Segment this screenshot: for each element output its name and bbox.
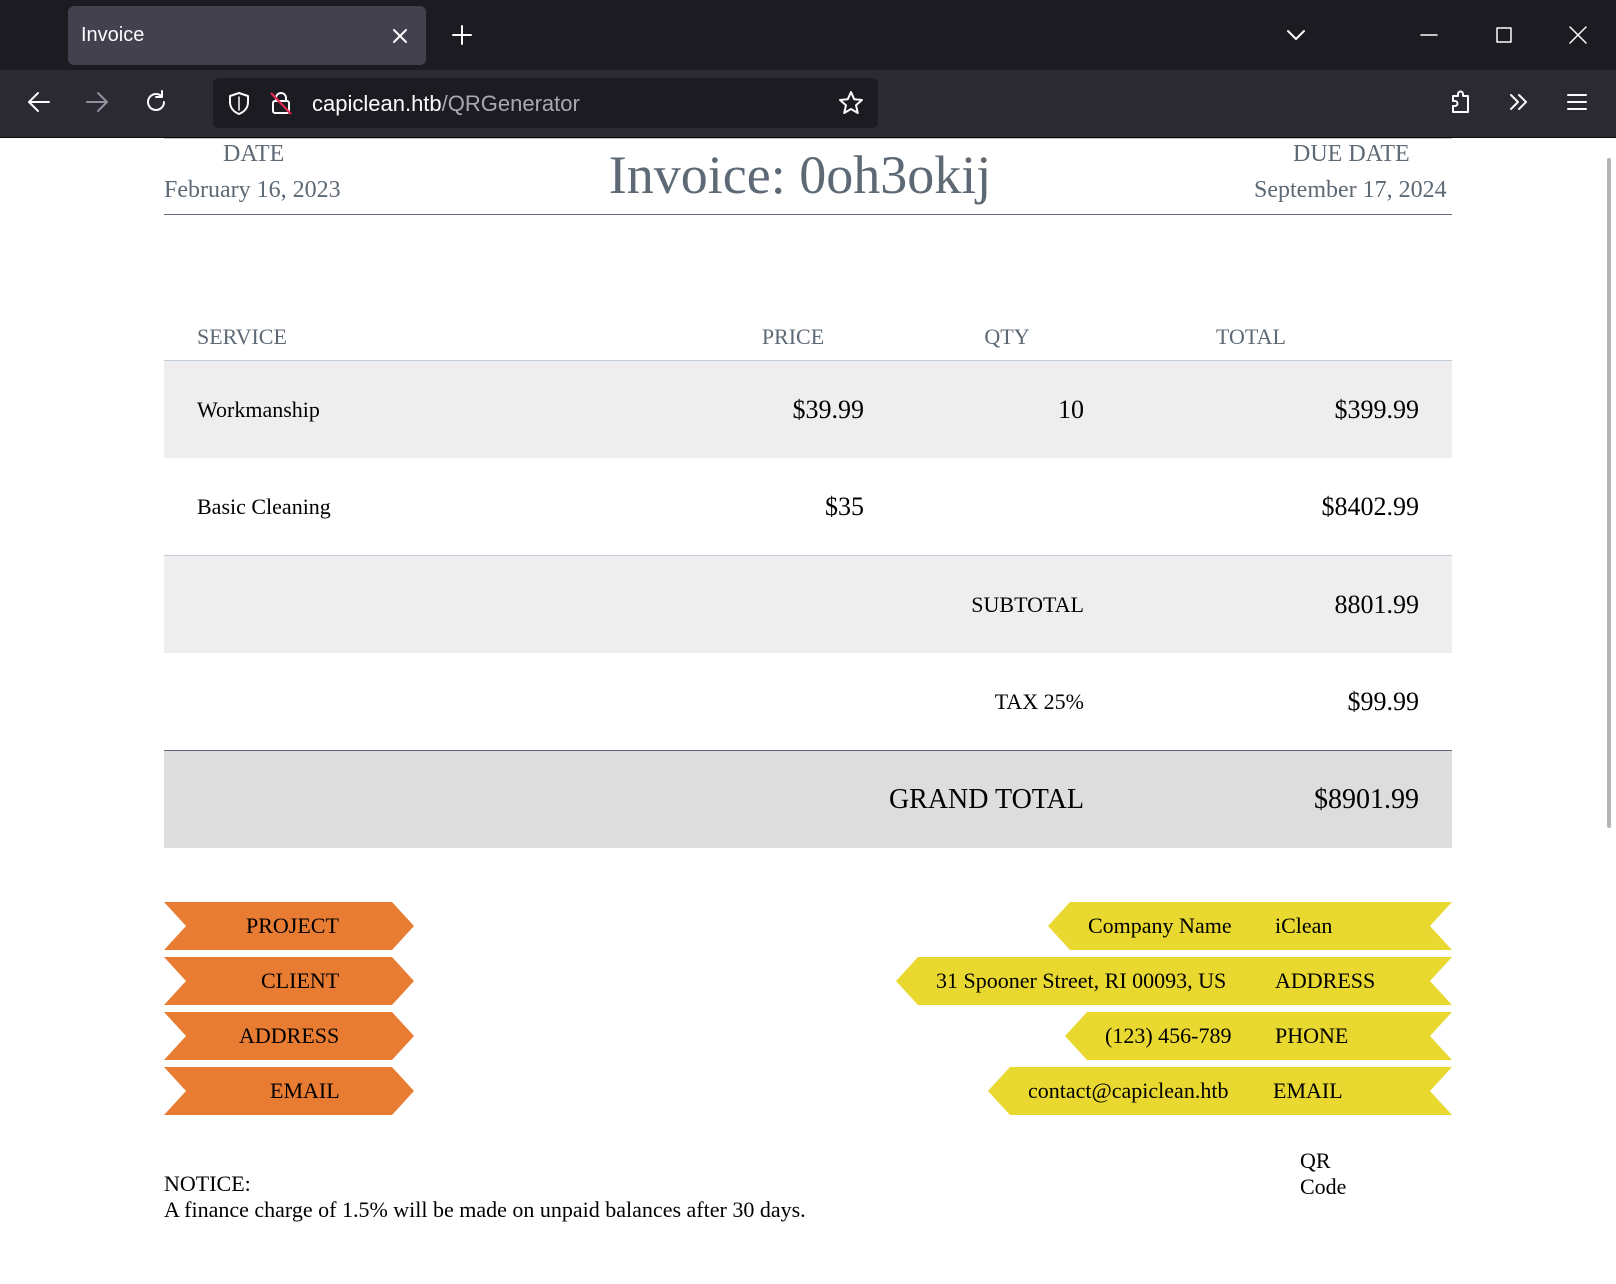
table-header-row: SERVICE PRICE QTY TOTAL xyxy=(164,314,1452,361)
url-host: capiclean.htb xyxy=(312,91,442,116)
tax-row: TAX 25% $99.99 xyxy=(164,653,1452,751)
qty-cell xyxy=(897,458,1117,556)
insecure-lock-icon[interactable] xyxy=(268,90,294,116)
tax-value: $99.99 xyxy=(1347,686,1420,716)
table-row: Basic Cleaning $35 $8402.99 xyxy=(164,458,1452,556)
column-header-price: PRICE xyxy=(689,314,897,361)
grand-total-label: GRAND TOTAL xyxy=(164,750,1117,848)
company-name-label: Company Name xyxy=(1088,913,1232,938)
grand-total-value: $8901.99 xyxy=(1117,750,1452,848)
page-content: DATE February 16, 2023 Invoice: 0oh3okij… xyxy=(0,138,1616,1284)
due-date-value: September 17, 2024 xyxy=(1254,177,1447,203)
url-text[interactable]: capiclean.htb/QRGenerator xyxy=(312,91,580,117)
address-label: ADDRESS xyxy=(239,1023,340,1048)
client-label: CLIENT xyxy=(261,968,340,993)
company-email-label: EMAIL xyxy=(1273,1078,1343,1103)
project-ribbon: PROJECT xyxy=(164,902,414,950)
notice-text: A finance charge of 1.5% will be made on… xyxy=(164,1197,806,1222)
company-phone-value: (123) 456-789 xyxy=(1105,1023,1232,1048)
service-cell: Workmanship xyxy=(164,360,689,458)
scrollbar[interactable] xyxy=(1607,158,1611,828)
bookmark-star-icon[interactable] xyxy=(838,90,864,116)
address-ribbon: ADDRESS xyxy=(164,1012,414,1060)
column-header-total: TOTAL xyxy=(1117,314,1452,361)
subtotal-row: SUBTOTAL 8801.99 xyxy=(164,555,1452,653)
tax-label: TAX 25% xyxy=(994,688,1084,714)
new-tab-icon[interactable] xyxy=(450,23,474,47)
minimize-icon[interactable] xyxy=(1416,22,1442,48)
company-phone-label: PHONE xyxy=(1275,1023,1349,1048)
due-date-label: DUE DATE xyxy=(1293,141,1410,167)
subtotal-label: SUBTOTAL xyxy=(164,555,1117,653)
extensions-icon[interactable] xyxy=(1447,88,1475,116)
company-email-ribbon: contact@capiclean.htb EMAIL xyxy=(988,1067,1452,1115)
navigation-bar: capiclean.htb/QRGenerator xyxy=(0,70,1616,138)
company-address-value: 31 Spooner Street, RI 00093, US xyxy=(936,968,1227,993)
client-ribbon: CLIENT xyxy=(164,957,414,1005)
company-address-label: ADDRESS xyxy=(1275,968,1376,993)
qr-line-1: QR xyxy=(1300,1148,1331,1173)
overflow-menu-icon[interactable] xyxy=(1505,88,1533,116)
close-tab-icon[interactable] xyxy=(388,24,412,48)
company-name-ribbon: Company Name iClean xyxy=(1048,902,1452,950)
company-address-ribbon: 31 Spooner Street, RI 00093, US ADDRESS xyxy=(896,957,1452,1005)
column-header-service: SERVICE xyxy=(164,314,689,361)
url-path: /QRGenerator xyxy=(441,91,580,116)
price-cell: $39.99 xyxy=(689,360,897,458)
total-cell: $399.99 xyxy=(1117,360,1452,458)
header-top-divider xyxy=(164,138,1452,139)
shield-icon[interactable] xyxy=(226,90,252,116)
list-tabs-icon[interactable] xyxy=(1283,22,1309,48)
tab-title: Invoice xyxy=(81,24,145,46)
column-header-qty: QTY xyxy=(897,314,1117,361)
date-label: DATE xyxy=(223,141,285,167)
qty-cell: 10 xyxy=(897,360,1117,458)
notice-title: NOTICE: xyxy=(164,1171,251,1196)
reload-icon[interactable] xyxy=(142,88,170,116)
tab-bar: Invoice xyxy=(0,0,1616,70)
maximize-icon[interactable] xyxy=(1491,22,1517,48)
service-cell: Basic Cleaning xyxy=(197,493,331,519)
forward-icon[interactable] xyxy=(83,88,111,116)
company-phone-ribbon: (123) 456-789 PHONE xyxy=(1065,1012,1452,1060)
total-cell: $8402.99 xyxy=(1321,491,1420,521)
back-icon[interactable] xyxy=(25,88,53,116)
qr-code-placeholder: QR Code xyxy=(1300,1148,1346,1200)
table-row: Workmanship $39.99 10 $399.99 xyxy=(164,360,1452,458)
tab-invoice[interactable]: Invoice xyxy=(68,6,426,65)
hamburger-menu-icon[interactable] xyxy=(1563,88,1591,116)
date-value: February 16, 2023 xyxy=(164,177,341,203)
grand-total-row: GRAND TOTAL $8901.99 xyxy=(164,750,1452,848)
qr-line-2: Code xyxy=(1300,1174,1347,1199)
email-ribbon: EMAIL xyxy=(164,1067,414,1115)
subtotal-value: 8801.99 xyxy=(1117,555,1452,653)
price-cell: $35 xyxy=(825,491,864,521)
close-window-icon[interactable] xyxy=(1565,22,1591,48)
project-label: PROJECT xyxy=(246,913,339,938)
company-email-value: contact@capiclean.htb xyxy=(1028,1078,1229,1103)
header-divider xyxy=(164,214,1452,215)
notice: NOTICE: A finance charge of 1.5% will be… xyxy=(164,1171,806,1223)
invoice-title: Invoice: 0oh3okij xyxy=(608,145,992,205)
services-table: SERVICE PRICE QTY TOTAL Workmanship $39.… xyxy=(164,314,1452,848)
company-name-value: iClean xyxy=(1275,913,1333,938)
address-bar[interactable]: capiclean.htb/QRGenerator xyxy=(213,78,878,128)
email-label: EMAIL xyxy=(270,1078,340,1103)
